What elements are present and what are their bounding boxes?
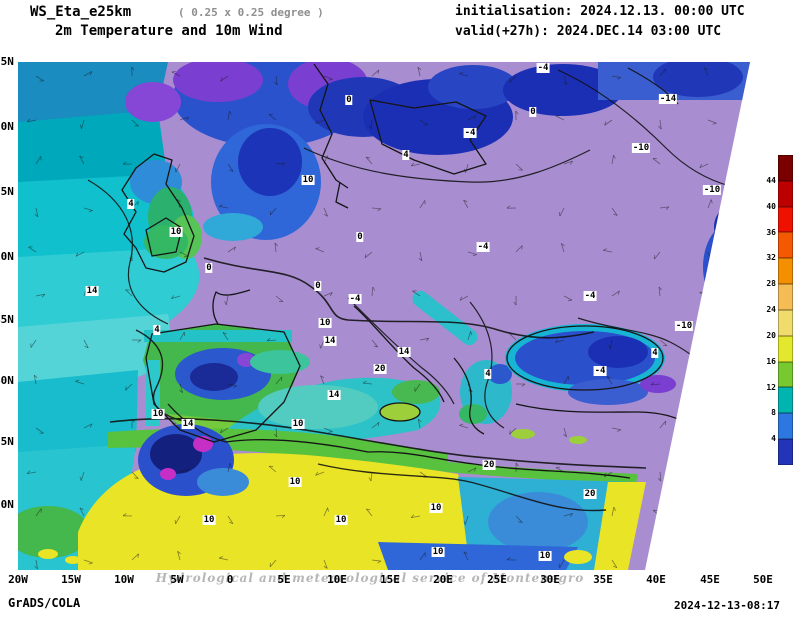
- colorbar-segment: [778, 180, 793, 207]
- colorbar-tick-label: 20: [766, 330, 776, 340]
- lon-tick-label: 50E: [753, 573, 773, 586]
- wind-barbs: [26, 66, 717, 570]
- colorbar-segment: [778, 206, 793, 233]
- colorbar-segment: [778, 258, 793, 285]
- colorbar-tick-label: 36: [766, 227, 776, 237]
- lat-tick-label: 45N: [0, 313, 14, 326]
- colorbar-segment: [778, 387, 793, 414]
- initialisation-line: initialisation: 2024.12.13. 00:00 UTC: [455, 4, 745, 19]
- colorbar-segment: [778, 439, 793, 465]
- watermark: Hydrological and meteorological service …: [155, 571, 585, 585]
- creation-timestamp: 2024-12-13-08:17: [674, 599, 780, 612]
- colorbar-tick-label: 24: [766, 305, 776, 314]
- colorbar-tick-label: 4: [771, 434, 776, 444]
- temperature-wind-map: [18, 62, 750, 570]
- lat-tick-label: 40N: [0, 374, 14, 387]
- colorbar-segment: [778, 155, 793, 181]
- lat-tick-label: 55N: [0, 185, 14, 198]
- chart-subtitle: 2m Temperature and 10m Wind: [55, 23, 283, 39]
- colorbar-tick-label: 16: [766, 356, 776, 366]
- valid-time-line: valid(+27h): 2024.DEC.14 03:00 UTC: [455, 24, 722, 39]
- lat-tick-label: 60N: [0, 120, 14, 133]
- colorbar-segment: [778, 309, 793, 336]
- colorbar-segment: [778, 335, 793, 362]
- colorbar-segment: [778, 284, 793, 310]
- colorbar-segment: [778, 361, 793, 388]
- grads-credit: GrADS/COLA: [8, 596, 81, 610]
- colorbar-tick-label: 40: [766, 201, 776, 211]
- lat-tick-label: 50N: [0, 250, 14, 263]
- colorbar-tick-label: 8: [771, 408, 776, 418]
- colorbar-segment: [778, 413, 793, 440]
- colorbar-tick-label: 28: [766, 279, 776, 289]
- resolution-label: ( 0.25 x 0.25 degree ): [178, 6, 324, 19]
- colorbar-tick-label: 44: [766, 175, 776, 185]
- temperature-colorbar: 44 40 36 32 28 24 20 16 12 8 4: [762, 155, 794, 465]
- coastlines: [121, 63, 687, 479]
- colorbar-tick-label: 32: [766, 253, 776, 263]
- lat-tick-label: 65N: [0, 55, 14, 68]
- colorbar-segments: [778, 155, 793, 465]
- colorbar-segment: [778, 232, 793, 259]
- model-title: WS_Eta_e25km: [30, 4, 132, 20]
- lat-tick-label: 35N: [0, 435, 14, 448]
- lat-tick-label: 30N: [0, 498, 14, 511]
- colorbar-tick-label: 12: [766, 382, 776, 392]
